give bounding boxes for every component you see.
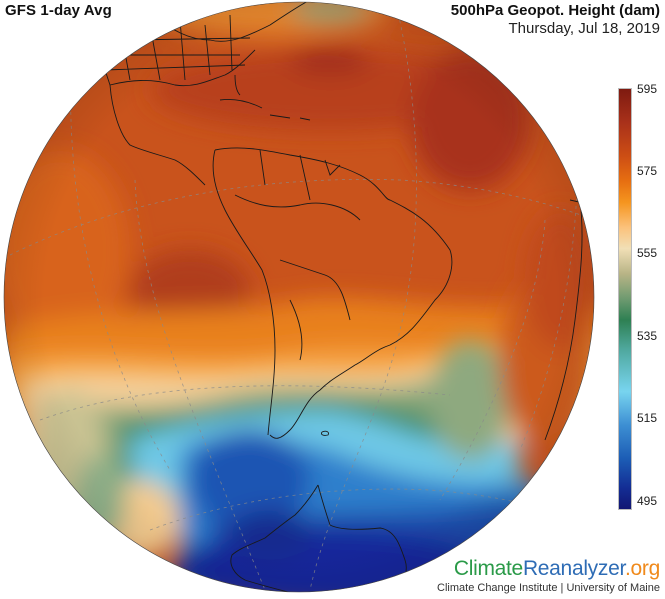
globe-map bbox=[3, 1, 595, 593]
colorbar-tick-555: 555 bbox=[637, 246, 658, 260]
colorbar-tick-595: 595 bbox=[637, 82, 658, 96]
colorbar-tick-575: 575 bbox=[637, 164, 658, 178]
brand-part-climate: Climate bbox=[453, 557, 523, 580]
colorbar-tick-495: 495 bbox=[637, 494, 658, 508]
variable-title: 500hPa Geopot. Height (dam) bbox=[450, 2, 660, 19]
climatereanalyzer-logo[interactable]: ClimateReanalyzer.org bbox=[454, 557, 660, 581]
globe-outline bbox=[3, 1, 595, 593]
brand-part-org: .org bbox=[625, 557, 660, 580]
brand-part-reanalyzer: Reanalyzer bbox=[522, 557, 625, 580]
colorbar-tick-535: 535 bbox=[637, 329, 658, 343]
date-label: Thursday, Jul 18, 2019 bbox=[508, 20, 660, 37]
colorbar-tick-515: 515 bbox=[637, 411, 658, 425]
geopotential-field bbox=[4, 2, 594, 592]
institution-label: Climate Change Institute | University of… bbox=[437, 582, 660, 594]
colorbar-legend bbox=[618, 88, 632, 510]
model-label: GFS 1-day Avg bbox=[5, 2, 112, 19]
